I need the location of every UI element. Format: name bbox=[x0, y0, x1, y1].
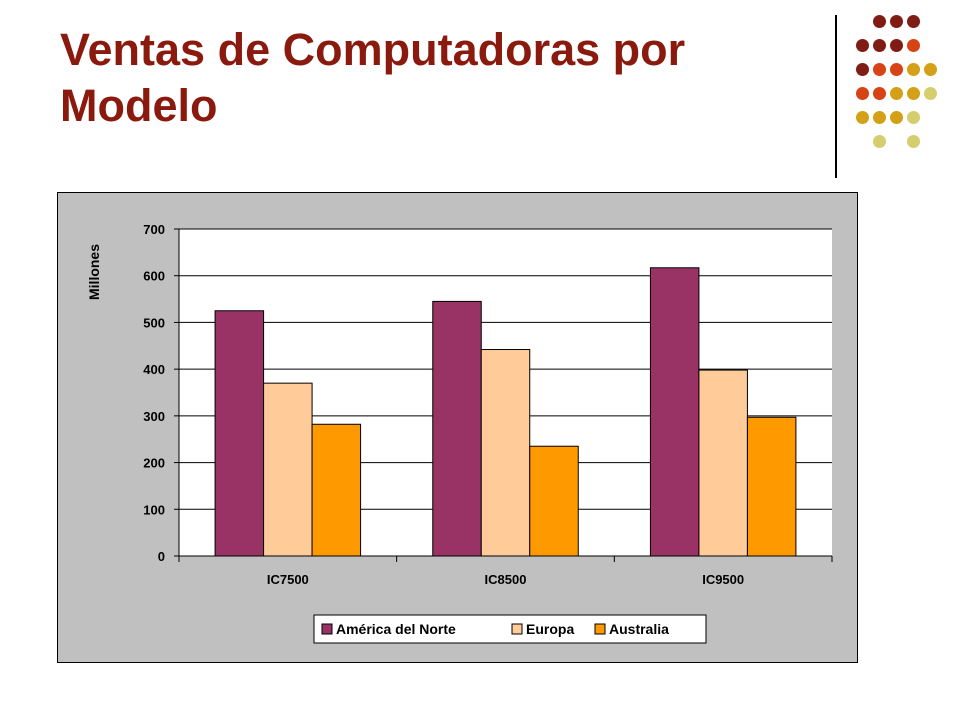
y-tick-label: 600 bbox=[143, 269, 165, 284]
bar bbox=[480, 349, 531, 557]
decorative-dot bbox=[907, 15, 920, 28]
bar-chart: 0 100 200 300 400 500 600 700 IC7500 IC8500 IC9500… bbox=[57, 192, 858, 663]
decorative-dot bbox=[856, 63, 869, 76]
decorative-dot bbox=[873, 15, 886, 28]
legend-label: Europa bbox=[526, 621, 574, 637]
decorative-dot bbox=[907, 87, 920, 100]
bar bbox=[432, 300, 482, 557]
y-tick-label: 0 bbox=[158, 549, 165, 564]
bar bbox=[698, 369, 748, 557]
decorative-dot bbox=[924, 63, 937, 76]
y-tick-label: 500 bbox=[143, 315, 165, 330]
decorative-dot bbox=[873, 39, 886, 52]
legend-label: América del Norte bbox=[336, 621, 456, 637]
decorative-dot bbox=[890, 63, 903, 76]
decorative-dot-grid bbox=[850, 12, 950, 157]
decorative-dot bbox=[924, 87, 937, 100]
y-tick-label: 300 bbox=[143, 409, 165, 424]
decorative-dot bbox=[873, 135, 886, 148]
bar bbox=[649, 267, 700, 557]
slide-title: Ventas de Computadoras por Modelo bbox=[60, 24, 686, 131]
decorative-dot bbox=[873, 111, 886, 124]
legend-swatch bbox=[511, 623, 523, 635]
decorative-dot bbox=[856, 39, 869, 52]
decorative-dot bbox=[890, 111, 903, 124]
y-axis-title: Millones bbox=[86, 244, 102, 300]
legend-swatch bbox=[594, 623, 606, 635]
bar bbox=[746, 416, 797, 557]
x-tick-label: IC9500 bbox=[702, 572, 744, 587]
legend-swatch bbox=[321, 623, 333, 635]
legend-box bbox=[313, 614, 707, 644]
decorative-dot bbox=[856, 111, 869, 124]
title-divider bbox=[835, 15, 837, 178]
decorative-dot bbox=[907, 39, 920, 52]
bar bbox=[311, 423, 362, 557]
legend-label: Australia bbox=[609, 621, 669, 637]
x-tick-label: IC7500 bbox=[267, 572, 309, 587]
bar bbox=[529, 445, 579, 557]
y-tick-label: 400 bbox=[143, 362, 165, 377]
decorative-dot bbox=[907, 135, 920, 148]
x-tick-label: IC8500 bbox=[485, 572, 527, 587]
y-tick-label: 100 bbox=[143, 502, 165, 517]
decorative-dot bbox=[907, 63, 920, 76]
bar bbox=[214, 310, 265, 557]
y-tick-label: 700 bbox=[143, 222, 165, 237]
chart-area: 0 100 200 300 400 500 600 700 IC7500 IC8500 IC9500… bbox=[57, 192, 858, 663]
bar bbox=[263, 382, 313, 557]
decorative-dot bbox=[856, 87, 869, 100]
decorative-dot bbox=[873, 63, 886, 76]
decorative-dot bbox=[890, 15, 903, 28]
decorative-dot bbox=[890, 87, 903, 100]
decorative-dot bbox=[890, 39, 903, 52]
decorative-dot bbox=[907, 111, 920, 124]
decorative-dot bbox=[873, 87, 886, 100]
y-tick-label: 200 bbox=[143, 456, 165, 471]
